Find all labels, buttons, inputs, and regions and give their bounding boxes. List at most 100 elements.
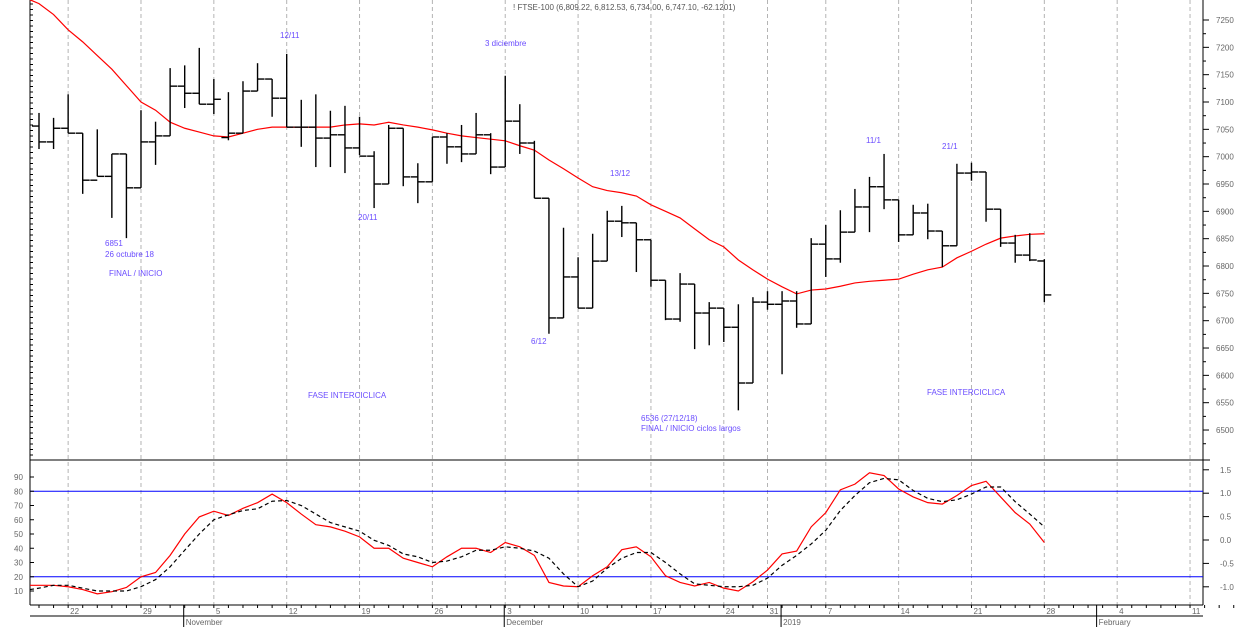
stoch-k-line xyxy=(30,472,1045,595)
ohlc-bar xyxy=(206,79,221,115)
annotation-label: 6851 xyxy=(105,239,123,248)
ohlc-bar xyxy=(1008,234,1023,263)
x-tick-label: 26 xyxy=(434,607,443,616)
ohlc-bar xyxy=(949,163,964,247)
ohlc-bar xyxy=(483,133,498,175)
ohlc-bar xyxy=(760,291,775,310)
axes: 22 29 5 12 19 26 3 10 17 24 31 7 14 21 28 4 11 November De… xyxy=(30,3,1234,627)
ohlc-bar xyxy=(265,78,280,117)
ohlc-bar xyxy=(498,75,513,168)
ohlc-bar xyxy=(104,153,119,218)
x-tick-label: 29 xyxy=(143,607,152,616)
stoch-d-line xyxy=(29,477,1045,592)
ohlc-bar xyxy=(833,210,848,263)
ohlc-bar xyxy=(235,81,250,134)
ohlc-bar xyxy=(46,117,61,150)
ohlc-bar xyxy=(323,110,338,168)
stoch-right-tick-label: 0.0 xyxy=(1220,536,1232,545)
ohlc-bar xyxy=(818,225,833,277)
y-tick-label: 7050 xyxy=(1216,125,1234,134)
ohlc-bar xyxy=(556,227,571,319)
annotation-label: 21/1 xyxy=(942,142,958,151)
ohlc-bar xyxy=(571,257,586,309)
ohlc-bar xyxy=(979,171,994,222)
ohlc-bar xyxy=(600,210,615,262)
ohlc-bar xyxy=(119,153,134,239)
ohlc-bar xyxy=(469,112,484,155)
ohlc-bar xyxy=(512,104,527,154)
ohlc-bar xyxy=(629,222,644,273)
ohlc-bar xyxy=(308,94,323,168)
ohlc-bar xyxy=(396,127,411,187)
chart-frame xyxy=(29,0,1235,627)
ohlc-bar xyxy=(454,124,469,163)
ohlc-bar xyxy=(439,133,454,164)
ohlc-bar xyxy=(279,53,294,128)
x-tick-label: 21 xyxy=(973,607,982,616)
ohlc-bar xyxy=(541,197,556,334)
stoch-right-tick-label: 1.0 xyxy=(1220,489,1232,498)
stoch-right-tick-label: -1.0 xyxy=(1220,583,1234,592)
x-tick-label: 28 xyxy=(1046,607,1055,616)
ohlc-bar xyxy=(61,94,76,134)
x-tick-label: 11 xyxy=(1192,607,1201,616)
annotation-label: 6/12 xyxy=(531,337,547,346)
ohlc-bar xyxy=(221,92,236,141)
ohlc-bar xyxy=(192,47,207,105)
ohlc-bar xyxy=(658,279,673,321)
stoch-left-tick-label: 50 xyxy=(14,530,23,539)
annotation-label: 26 octubre 18 xyxy=(105,250,154,259)
stoch-right-tick-label: 0.5 xyxy=(1220,513,1232,522)
month-label: November xyxy=(186,618,223,627)
x-tick-label: 19 xyxy=(362,607,371,616)
ohlc-bar xyxy=(585,233,600,309)
y-tick-label: 7150 xyxy=(1216,71,1234,80)
ohlc-bar xyxy=(906,204,921,236)
ohlc-bar xyxy=(935,230,950,268)
ohlc-bar xyxy=(527,140,542,199)
month-label: 2019 xyxy=(783,618,801,627)
x-tick-label: 5 xyxy=(216,607,221,616)
annotations: 12/11 3 diciembre 13/12 11/1 21/1 6851 26 octu… xyxy=(105,31,1006,433)
annotation-label: 11/1 xyxy=(866,136,882,145)
month-label: December xyxy=(506,618,543,627)
ohlc-bar xyxy=(920,203,935,240)
ohlc-bar xyxy=(687,283,702,350)
x-tick-label: 7 xyxy=(828,607,833,616)
annotation-label: 20/11 xyxy=(358,213,378,222)
ohlc-bar xyxy=(964,162,979,181)
annotation-label: FASE INTERCICLICA xyxy=(308,391,387,400)
ohlc-bar xyxy=(775,291,790,375)
x-tick-label: 10 xyxy=(580,607,589,616)
month-label: February xyxy=(1099,618,1131,627)
annotation-label: FINAL / INICIO xyxy=(109,269,163,278)
moving-average xyxy=(29,0,1045,295)
annotation-label: FASE INTERCICLICA xyxy=(927,388,1006,397)
ohlc-bar xyxy=(410,163,425,204)
ohlc-bar xyxy=(731,304,746,411)
y-tick-label: 6700 xyxy=(1216,317,1234,326)
x-tick-label: 4 xyxy=(1119,607,1124,616)
ohlc-bar xyxy=(745,297,760,384)
x-tick-label: 14 xyxy=(901,607,910,616)
moving-average-line xyxy=(29,0,1045,295)
ohlc-bars xyxy=(32,47,1052,411)
stoch-left-tick-label: 70 xyxy=(14,502,23,511)
annotation-label: 3 diciembre xyxy=(485,39,527,48)
ohlc-bar xyxy=(993,208,1008,247)
ohlc-bar xyxy=(32,112,46,150)
annotation-label: 12/11 xyxy=(280,31,300,40)
stoch-left-tick-label: 40 xyxy=(14,544,23,553)
y-tick-label: 6600 xyxy=(1216,371,1234,380)
ohlc-bar xyxy=(862,176,877,233)
ohlc-bar xyxy=(337,105,352,174)
y-tick-label: 6500 xyxy=(1216,426,1234,435)
ohlc-bar xyxy=(614,205,629,238)
ohlc-bar xyxy=(702,302,717,346)
stoch-left-tick-label: 10 xyxy=(14,587,23,596)
gridlines xyxy=(67,0,1191,605)
ohlc-bar xyxy=(847,188,862,233)
y-tick-label: 7000 xyxy=(1216,153,1234,162)
ohlc-bar xyxy=(75,132,90,194)
y-tick-label: 6950 xyxy=(1216,180,1234,189)
